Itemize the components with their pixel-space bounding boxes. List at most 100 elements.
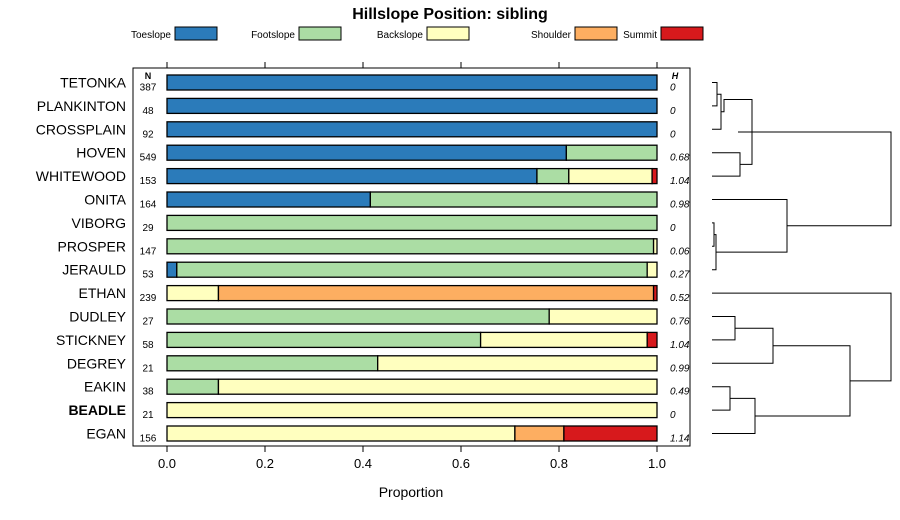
category-label-ethan: ETHAN: [79, 285, 126, 301]
dendrogram-branch: [712, 386, 731, 411]
dendrogram-branch: [738, 131, 892, 227]
n-label-tetonka: 387: [140, 83, 157, 94]
x-axis-title: Proportion: [379, 484, 444, 500]
legend: Toeslope Footslope Backslope Shoulder Summit: [131, 26, 704, 41]
n-label-ethan: 239: [140, 293, 157, 304]
bar-dudley-backslope: [548, 308, 658, 325]
h-label-stickney: 1.04: [670, 340, 690, 351]
x-tick-label: 1.0: [648, 456, 666, 471]
bar-onita-footslope: [369, 191, 658, 208]
x-axis: 0.0 0.2 0.4 0.6 0.8 1.0: [158, 446, 666, 471]
bar-ethan-shoulder: [217, 284, 655, 302]
legend-label-backslope: Backslope: [377, 30, 424, 41]
h-label-beadle: 0: [670, 410, 676, 421]
legend-swatch-footslope: [298, 26, 342, 41]
n-label-plankinton: 48: [142, 106, 154, 117]
bar-whitewood-summit: [651, 167, 658, 185]
h-labels: 0 0 0 0.68 1.04 0.98 0 0.06 0.27 0.52 0.76 1.04 0.99…: [670, 83, 690, 445]
x-tick-label: 0.4: [354, 456, 372, 471]
bar-stickney-footslope: [166, 331, 482, 349]
h-label-eakin: 0.49: [670, 387, 690, 398]
bar-ethan-backslope: [166, 284, 220, 302]
legend-swatch-shoulder: [574, 26, 618, 41]
bar-eakin-backslope: [217, 378, 658, 395]
bar-egan-backslope: [166, 425, 516, 442]
x-tick-label: 0.2: [256, 456, 274, 471]
bar-hoven-toeslope: [166, 144, 568, 161]
n-label-jerauld: 53: [142, 270, 154, 281]
h-label-jerauld: 0.27: [670, 270, 690, 281]
bar-plankinton-toeslope: [166, 97, 658, 115]
bar-prosper-backslope: [652, 238, 658, 255]
n-header: N: [145, 71, 152, 81]
bar-whitewood-toeslope: [166, 167, 538, 185]
n-label-whitewood: 153: [140, 176, 157, 187]
x-tick-label: 0.6: [452, 456, 470, 471]
h-label-egan: 1.14: [670, 434, 690, 445]
dendrogram-branch: [712, 316, 736, 341]
n-label-beadle: 21: [142, 410, 154, 421]
category-label-prosper: PROSPER: [58, 238, 126, 254]
category-label-crossplain: CROSSPLAIN: [36, 121, 126, 137]
dendrogram: [712, 82, 892, 434]
dendrogram-branch: [721, 99, 753, 165]
dendrogram-branch: [712, 82, 718, 107]
dendrogram-branch: [712, 327, 774, 364]
n-label-eakin: 38: [142, 387, 154, 398]
bar-viborg-footslope: [166, 214, 658, 232]
bar-onita-toeslope: [166, 191, 372, 208]
bar-whitewood-footslope: [536, 167, 570, 185]
h-label-prosper: 0.06: [670, 246, 690, 257]
bar-degrey-backslope: [377, 355, 658, 372]
category-labels: TETONKA PLANKINTON CROSSPLAIN HOVEN WHITEWOO…: [36, 75, 127, 442]
legend-swatch-toeslope: [174, 26, 218, 41]
category-label-onita: ONITA: [84, 192, 126, 208]
dendrogram-branch: [712, 152, 741, 177]
bar-beadle-backslope: [166, 401, 658, 419]
n-labels: 387 48 92 549 153 164 29 147 53 239 27 58 21 38 21 156: [140, 83, 157, 445]
bar-crossplain-toeslope: [166, 121, 658, 138]
category-label-degrey: DEGREY: [67, 355, 127, 371]
category-label-plankinton: PLANKINTON: [37, 98, 126, 114]
bars: [166, 74, 658, 442]
h-label-crossplain: 0: [670, 129, 676, 140]
top-axis-ticks: [166, 62, 658, 68]
x-tick-label: 0.8: [550, 456, 568, 471]
legend-label-toeslope: Toeslope: [131, 30, 171, 41]
legend-label-footslope: Footslope: [251, 30, 295, 41]
n-label-dudley: 27: [142, 317, 154, 328]
category-label-whitewood: WHITEWOOD: [36, 168, 126, 184]
category-label-beadle: BEADLE: [68, 402, 126, 418]
category-label-viborg: VIBORG: [72, 215, 126, 231]
bar-degrey-footslope: [166, 355, 379, 372]
n-label-onita: 164: [140, 200, 157, 211]
n-label-hoven: 549: [140, 153, 157, 164]
n-label-prosper: 147: [140, 246, 157, 257]
dendrogram-branch: [712, 199, 788, 253]
dendrogram-branch: [712, 292, 892, 382]
h-label-tetonka: 0: [670, 83, 676, 94]
legend-swatch-summit: [660, 26, 704, 41]
legend-label-shoulder: Shoulder: [531, 30, 572, 41]
bar-dudley-footslope: [166, 308, 550, 325]
category-label-egan: EGAN: [86, 426, 126, 442]
n-label-degrey: 21: [142, 363, 154, 374]
category-label-jerauld: JERAULD: [62, 262, 126, 278]
bar-prosper-footslope: [166, 238, 655, 255]
dendrogram-branch: [712, 222, 715, 247]
bar-whitewood-backslope: [568, 167, 653, 185]
h-label-viborg: 0: [670, 223, 676, 234]
n-label-egan: 156: [140, 434, 157, 445]
bar-stickney-backslope: [479, 331, 648, 349]
category-label-eakin: EAKIN: [84, 379, 126, 395]
bar-egan-summit: [563, 425, 658, 442]
bar-eakin-footslope: [166, 378, 220, 395]
chart-title: Hillslope Position: sibling: [352, 6, 548, 23]
h-header: H: [672, 71, 679, 81]
h-label-onita: 0.98: [670, 200, 690, 211]
bar-hoven-footslope: [565, 144, 658, 161]
bar-jerauld-backslope: [646, 261, 658, 278]
n-label-stickney: 58: [142, 340, 154, 351]
bar-stickney-summit: [646, 331, 658, 349]
